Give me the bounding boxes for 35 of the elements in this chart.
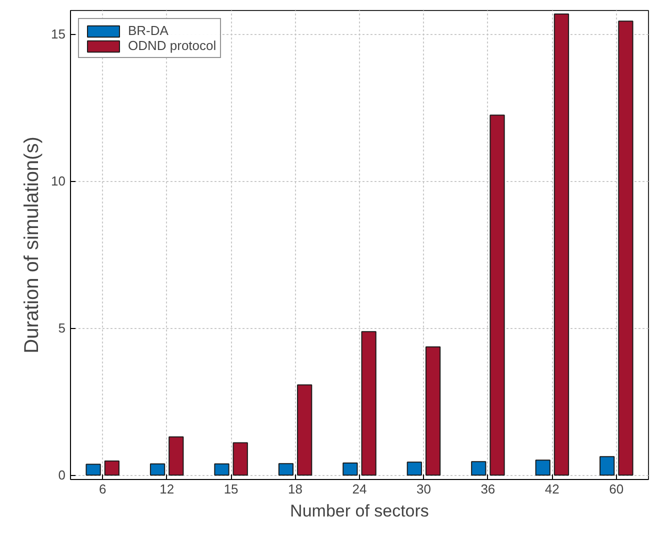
x-tick-label: 60 — [609, 482, 624, 496]
x-tick-label: 12 — [160, 482, 174, 496]
x-tick-label: 6 — [98, 482, 106, 496]
x-tick-label: 24 — [352, 482, 367, 496]
bar — [86, 464, 101, 476]
bar — [168, 436, 184, 476]
legend-label: BR-DA — [128, 23, 168, 38]
bar — [361, 331, 376, 476]
x-tick-label: 36 — [480, 482, 496, 496]
x-tick-label: 30 — [416, 482, 431, 496]
y-tick-label: 10 — [51, 174, 66, 189]
bar — [554, 14, 570, 476]
y-tick-label: 15 — [51, 26, 66, 42]
bar — [214, 463, 230, 476]
x-tick-label: 42 — [544, 482, 560, 496]
bar — [297, 384, 312, 476]
x-tick-label: 18 — [288, 482, 303, 496]
bar — [104, 460, 120, 476]
bar — [406, 462, 422, 476]
bar — [232, 442, 248, 476]
bar — [490, 114, 505, 476]
legend-label: ODND protocol — [128, 38, 216, 53]
y-tick-label: 5 — [58, 320, 66, 336]
bar — [425, 346, 441, 476]
bar — [278, 463, 294, 476]
x-axis-title: Number of sectors — [290, 502, 429, 520]
bar — [342, 462, 358, 476]
y-tick-label: 0 — [58, 468, 66, 483]
bar — [618, 20, 634, 476]
bar — [471, 461, 486, 476]
bar — [600, 456, 615, 476]
bar — [535, 460, 550, 476]
x-tick-label: 15 — [224, 482, 238, 496]
y-axis-title: Duration of simulation(s) — [21, 136, 44, 354]
bar — [150, 463, 166, 476]
